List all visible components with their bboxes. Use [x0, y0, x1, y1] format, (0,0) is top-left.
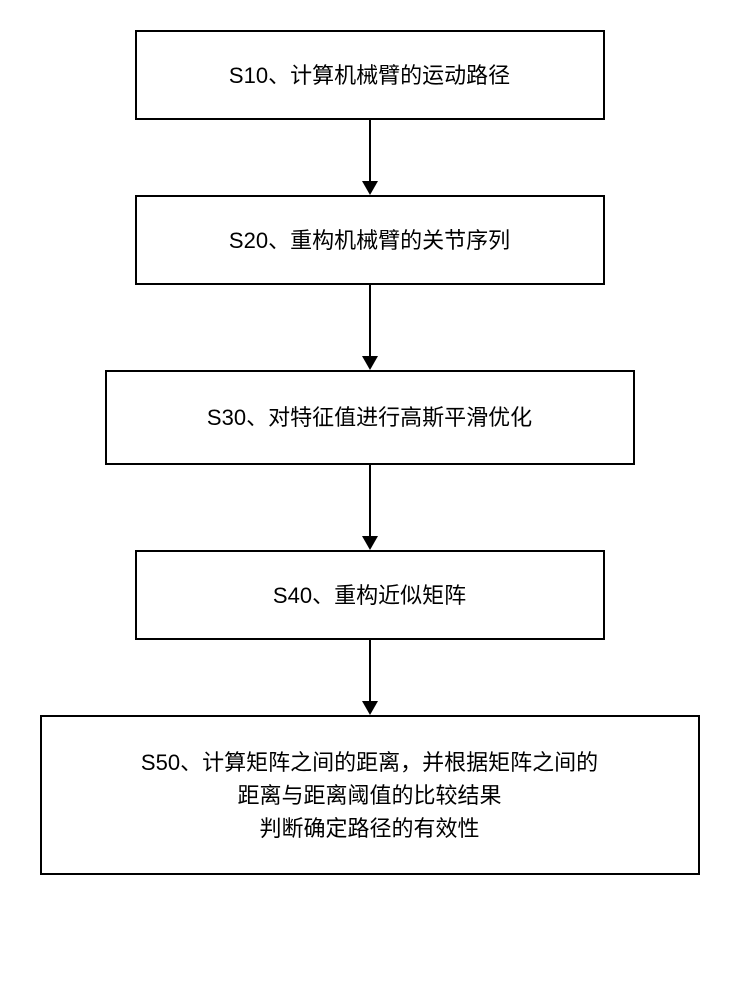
flow-arrow: [362, 465, 378, 550]
arrow-line: [369, 640, 371, 701]
flow-node-s30: S30、对特征值进行高斯平滑优化: [105, 370, 635, 465]
flow-node-label: S40、重构近似矩阵: [273, 579, 466, 612]
flowchart-container: S10、计算机械臂的运动路径 S20、重构机械臂的关节序列 S30、对特征值进行…: [40, 30, 700, 875]
arrow-head-icon: [362, 356, 378, 370]
flow-node-label: S30、对特征值进行高斯平滑优化: [207, 401, 532, 434]
flow-node-label: S50、计算矩阵之间的距离，并根据矩阵之间的 距离与距离阈值的比较结果 判断确定…: [141, 746, 598, 845]
arrow-head-icon: [362, 701, 378, 715]
arrow-head-icon: [362, 536, 378, 550]
flow-node-label: S10、计算机械臂的运动路径: [229, 59, 510, 92]
flow-arrow: [362, 285, 378, 370]
flow-node-label: S20、重构机械臂的关节序列: [229, 224, 510, 257]
arrow-head-icon: [362, 181, 378, 195]
arrow-line: [369, 465, 371, 536]
flow-node-s10: S10、计算机械臂的运动路径: [135, 30, 605, 120]
flow-node-s50: S50、计算矩阵之间的距离，并根据矩阵之间的 距离与距离阈值的比较结果 判断确定…: [40, 715, 700, 875]
arrow-line: [369, 120, 371, 181]
arrow-line: [369, 285, 371, 356]
flow-arrow: [362, 120, 378, 195]
flow-node-s40: S40、重构近似矩阵: [135, 550, 605, 640]
flow-arrow: [362, 640, 378, 715]
flow-node-s20: S20、重构机械臂的关节序列: [135, 195, 605, 285]
